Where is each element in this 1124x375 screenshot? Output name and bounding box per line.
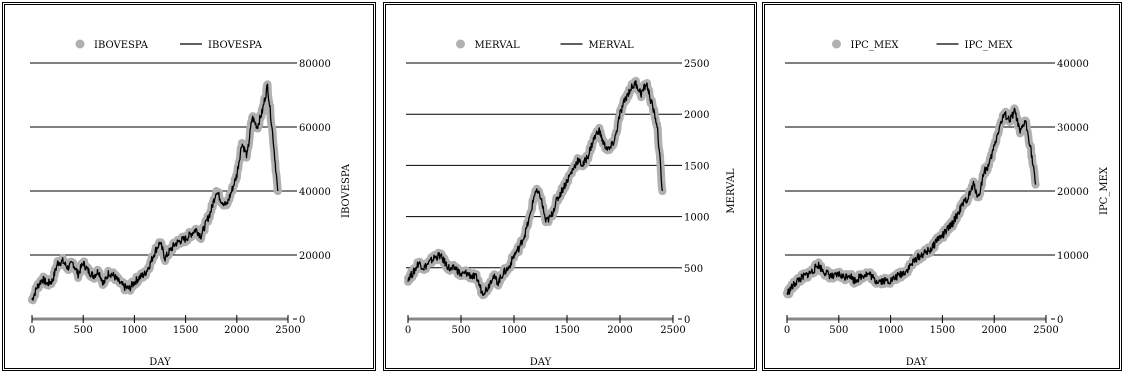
y-axis-title: IBOVESPA [341,163,352,218]
legend-label-points: IBOVESPA [94,40,149,51]
chart-panel-merval: 0 500 1000 1500 2000 2500 0 500 1000 1500 2000 2500… [383,2,757,371]
y-tick-label: 2000 [684,110,709,121]
x-tick-label: 2000 [224,325,249,336]
x-tick-label: 2000 [607,325,632,336]
y-tick-label: 30000 [1057,123,1089,134]
y-tick-label: 20000 [299,251,331,262]
y-tick-label: 10000 [1057,251,1089,262]
x-tick-label: 2500 [1033,325,1058,336]
y-tick-label: 2500 [684,59,709,70]
x-tick-label: 1500 [173,325,198,336]
data-point [1031,180,1040,189]
x-axis-title: DAY [149,357,171,368]
series-line [786,107,1037,295]
legend-label-line: IPC_MEX [965,40,1014,51]
x-tick-label: 2500 [275,325,300,336]
legend-marker-points [456,39,465,49]
data-point [658,187,667,195]
x-tick-label: 1000 [122,325,147,336]
x-tick-label: 0 [784,325,790,336]
legend-label-line: IBOVESPA [208,40,263,51]
x-tick-label: 1000 [501,325,526,336]
y-tick-label: 20000 [1057,187,1089,198]
x-tick-label: 1000 [878,325,903,336]
y-tick-label: 40000 [299,187,331,198]
chart-panel-ibovespa: 0 20000 40000 60000 80000 0 500 1000 1500 2000 250… [2,2,376,371]
x-tick-label: 1500 [554,325,579,336]
chart-ibovespa: 0 20000 40000 60000 80000 0 500 1000 1500 2000 250… [28,39,352,368]
y-tick-label: 40000 [1057,59,1089,70]
legend-label-points: IPC_MEX [851,40,900,51]
y-axis-title: MERVAL [726,168,737,213]
y-axis-title: IPC_MEX [1099,166,1110,215]
y-tick-label: 0 [299,315,305,326]
x-tick-label: 500 [829,325,848,336]
x-axis-title: DAY [530,357,552,368]
data-point [156,238,164,247]
series-line [31,83,279,301]
series-line [407,80,664,296]
y-tick-label: 0 [1057,315,1063,326]
legend-label-line: MERVAL [589,40,634,51]
x-tick-label: 0 [405,325,411,336]
y-tick-label: 60000 [299,123,331,134]
y-tick-label: 500 [684,264,703,275]
data-point [237,139,246,147]
legend-label-points: MERVAL [475,40,520,51]
legend-marker-points [75,39,85,49]
y-tick-label: 0 [684,315,690,326]
legend-marker-points [832,39,841,49]
y-tick-label: 1500 [684,161,709,172]
x-tick-label: 500 [74,325,93,336]
y-tick-label: 80000 [299,59,331,70]
x-tick-label: 1500 [930,325,955,336]
x-tick-label: 2000 [981,325,1006,336]
chart-panel-ipc-mex: 0 10000 20000 30000 40000 0 500 1000 1500 2000 250… [762,2,1122,371]
x-tick-label: 500 [451,325,470,336]
x-tick-label: 2500 [660,325,685,336]
x-axis-title: DAY [906,357,928,368]
x-tick-label: 0 [29,325,35,336]
chart-ipc-mex: 0 10000 20000 30000 40000 0 500 1000 1500 2000 250… [783,39,1110,368]
y-tick-label: 1000 [684,213,709,224]
